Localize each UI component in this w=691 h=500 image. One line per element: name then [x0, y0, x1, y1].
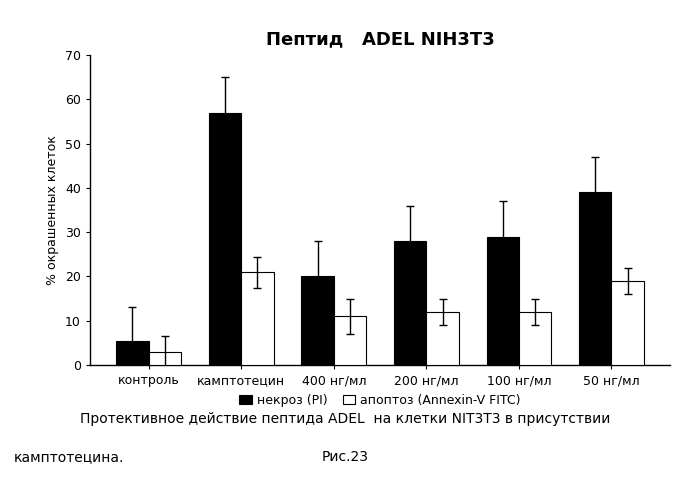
Bar — [486, 236, 519, 365]
Text: Протективное действие пептида ADEL  на клетки NIT3T3 в присутствии: Протективное действие пептида ADEL на кл… — [80, 412, 611, 426]
Text: камптотецина.: камптотецина. — [14, 450, 124, 464]
Y-axis label: % окрашенных клеток: % окрашенных клеток — [46, 135, 59, 285]
Text: Рис.23: Рис.23 — [322, 450, 369, 464]
Bar — [612, 281, 644, 365]
Title: Пептид   ADEL NIH3T3: Пептид ADEL NIH3T3 — [265, 30, 495, 48]
Bar — [426, 312, 459, 365]
Bar — [579, 192, 612, 365]
Bar — [116, 340, 149, 365]
Bar — [301, 276, 334, 365]
Bar — [394, 241, 426, 365]
Bar — [519, 312, 551, 365]
Bar — [241, 272, 274, 365]
Bar — [334, 316, 366, 365]
Legend: некроз (PI), апоптоз (Annexin-V FITC): некроз (PI), апоптоз (Annexin-V FITC) — [234, 389, 526, 412]
Bar — [209, 112, 241, 365]
Bar — [149, 352, 181, 365]
